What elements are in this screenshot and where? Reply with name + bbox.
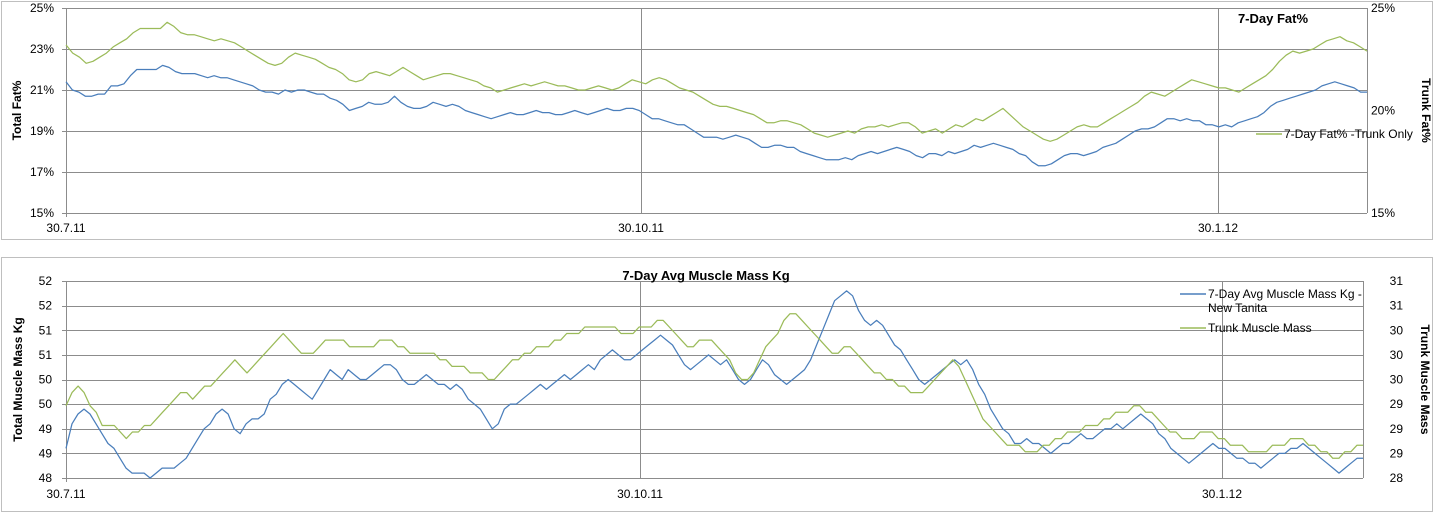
- y-tick-label: 25%: [30, 1, 54, 15]
- y2-tick-label: 15%: [1371, 206, 1395, 220]
- y2-tick-label: 20%: [1371, 104, 1395, 118]
- fat-percent-chart: 15% 17% 19% 21% 23% 25% 15% 20% 25% 30.7.11 30.10.…: [1, 1, 1433, 240]
- series-line-0: [65, 290, 1363, 479]
- y-tick-label: 49: [39, 422, 53, 436]
- y2-tick-label: 30: [1390, 323, 1404, 337]
- y-tick-label: 48: [39, 471, 53, 485]
- chart-title: 7-Day Avg Muscle Mass Kg: [622, 268, 789, 283]
- x-tick-label: 30.7.11: [46, 221, 85, 235]
- y2-tick-label: 30: [1390, 373, 1404, 387]
- y-tick-label: 50: [39, 397, 53, 411]
- y-tick-label: 52: [39, 299, 53, 313]
- y2-tick-label: 25%: [1371, 1, 1395, 15]
- y-tick-label: 15%: [30, 206, 54, 220]
- muscle-mass-chart: 48 49 49 50 50 51 51 52 52 28 29 29 29 30 30 30 31 31 30.7…: [1, 257, 1433, 512]
- x-tick-label: 30.1.12: [1198, 221, 1238, 235]
- y-tick-label: 52: [39, 274, 53, 288]
- x-tick-label: 30.7.11: [46, 487, 85, 501]
- y-axis-title: Total Muscle Mass Kg: [11, 317, 25, 441]
- y2-tick-label: 29: [1390, 446, 1404, 460]
- legend-label: New Tanita: [1208, 301, 1267, 315]
- y-tick-label: 17%: [30, 165, 54, 179]
- y-tick-label: 19%: [30, 124, 54, 138]
- y2-axis-title: Trunk Muscle Mass: [1418, 324, 1432, 434]
- y2-tick-label: 29: [1390, 422, 1404, 436]
- y2-tick-label: 31: [1390, 274, 1404, 288]
- x-tick-label: 30.1.12: [1202, 487, 1242, 501]
- y-tick-label: 51: [39, 348, 53, 362]
- y-axis-title: Total Fat%: [10, 80, 24, 140]
- series-line-1: [65, 21, 1368, 142]
- y2-tick-label: 30: [1390, 348, 1404, 362]
- x-tick-label: 30.10.11: [618, 221, 664, 235]
- chart-border: [1, 257, 1433, 512]
- y-tick-label: 50: [39, 373, 53, 387]
- y-tick-label: 23%: [30, 42, 54, 56]
- y-tick-label: 49: [39, 446, 53, 460]
- x-tick-label: 30.10.11: [617, 487, 663, 501]
- y2-tick-label: 31: [1390, 299, 1404, 313]
- series-line-0: [65, 64, 1367, 167]
- y2-tick-label: 28: [1390, 471, 1404, 485]
- legend-label: Trunk Muscle Mass: [1208, 321, 1312, 335]
- chart-title: 7-Day Fat%: [1238, 11, 1309, 26]
- legend-label: 7-Day Avg Muscle Mass Kg -: [1208, 287, 1362, 301]
- y2-axis-title: Trunk Fat%: [1419, 78, 1433, 143]
- y-tick-label: 51: [39, 323, 53, 337]
- legend-label: 7-Day Fat% -Trunk Only: [1284, 127, 1413, 141]
- y2-tick-label: 29: [1390, 397, 1404, 411]
- series-line-1: [65, 313, 1363, 459]
- y-tick-label: 21%: [30, 83, 54, 97]
- chart-border: [1, 1, 1433, 240]
